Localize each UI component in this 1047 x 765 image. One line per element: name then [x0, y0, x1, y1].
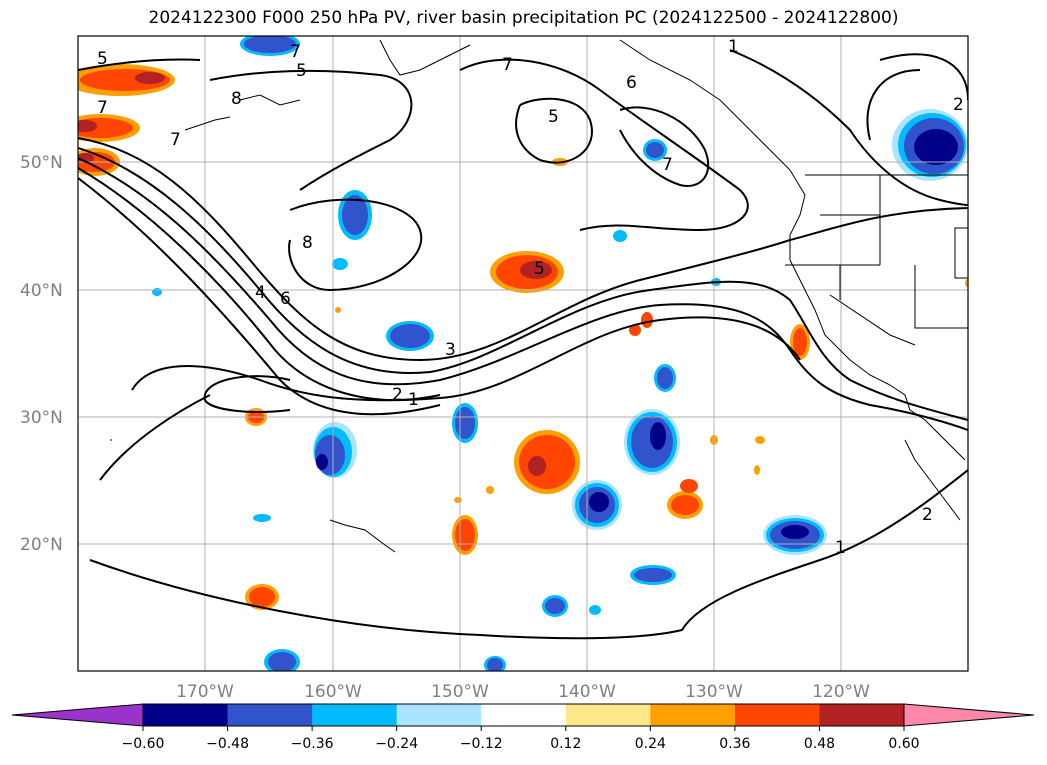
contour-label: 4 — [255, 283, 266, 303]
map-frame — [77, 35, 969, 672]
colorbar-bins — [143, 704, 905, 726]
contour-label: 7 — [502, 55, 513, 75]
longitude-labels: 170°W 160°W 150°W 140°W 130°W 120°W — [176, 682, 870, 702]
colorbar-bin — [312, 704, 398, 726]
contour-label: 5 — [534, 259, 545, 279]
pv-contours — [78, 49, 968, 640]
contour-label: 3 — [445, 340, 456, 360]
colorbar-over-arrow — [903, 703, 1035, 727]
contour-label: 6 — [280, 289, 291, 309]
contour-label: 7 — [662, 155, 673, 175]
lon-label-160w: 160°W — [304, 682, 362, 702]
lat-label-30n: 30°N — [20, 408, 63, 428]
contour-label: 7 — [290, 42, 301, 62]
colorbar-bin — [481, 704, 567, 726]
colorbar-under-arrow — [11, 703, 144, 727]
lon-label-120w: 120°W — [812, 682, 870, 702]
lat-label-50n: 50°N — [20, 153, 63, 173]
map-background — [78, 36, 968, 671]
lat-label-40n: 40°N — [20, 281, 63, 301]
contour-label: 2 — [922, 505, 933, 525]
colorbar-tick-label: 0.60 — [888, 736, 919, 752]
colorbar-bin — [650, 704, 736, 726]
contour-label: 1 — [728, 37, 739, 57]
colorbar-tick-label: −0.12 — [460, 736, 503, 752]
lon-label-140w: 140°W — [558, 682, 616, 702]
contour-label: 6 — [626, 73, 637, 93]
contour-labels: 5 7 7 8 5 7 5 6 7 1 2 8 5 4 6 3 2 1 1 2 … — [97, 37, 964, 558]
colorbar-ticks: −0.60 −0.48 −0.36 −0.24 −0.12 0.12 0.24 0.36 0.4… — [122, 726, 920, 752]
colorbar-tick-label: 0.24 — [635, 736, 666, 752]
contour-label: 2 — [953, 95, 964, 115]
colorbar-bin — [143, 704, 229, 726]
contour-label: 5 — [296, 61, 307, 81]
colorbar-bin — [734, 704, 820, 726]
colorbar: −0.60 −0.48 −0.36 −0.24 −0.12 0.12 0.24 0.36 0.4… — [11, 703, 1035, 752]
colorbar-bin — [396, 704, 482, 726]
contour-label: 7 — [97, 98, 108, 118]
lat-label-20n: 20°N — [20, 535, 63, 555]
colorbar-tick-label: 0.36 — [719, 736, 750, 752]
contour-label: 8 — [231, 89, 242, 109]
colorbar-tick-label: −0.48 — [206, 736, 249, 752]
contour-label: 1 — [408, 390, 419, 410]
map-title: 2024122300 F000 250 hPa PV, river basin … — [148, 8, 899, 28]
colorbar-bin — [565, 704, 651, 726]
colorbar-tick-label: 0.48 — [804, 736, 835, 752]
colorbar-bin — [819, 704, 905, 726]
contour-label: 2 — [392, 385, 403, 405]
lon-label-170w: 170°W — [176, 682, 234, 702]
colorbar-tick-label: 0.12 — [550, 736, 581, 752]
colorbar-bin — [227, 704, 313, 726]
latitude-labels: 50°N 40°N 30°N 20°N — [20, 153, 63, 555]
graticule — [78, 36, 968, 671]
colorbar-tick-label: −0.60 — [122, 736, 165, 752]
contour-label: 5 — [548, 107, 559, 127]
colorbar-tick-label: −0.24 — [375, 736, 418, 752]
contour-label: 5 — [97, 49, 108, 69]
colorbar-frame — [142, 703, 905, 727]
lon-label-130w: 130°W — [685, 682, 743, 702]
contour-label: 7 — [170, 130, 181, 150]
colorbar-tick-label: −0.36 — [291, 736, 334, 752]
contour-label: 8 — [302, 233, 313, 253]
lon-label-150w: 150°W — [431, 682, 489, 702]
contour-label: 1 — [835, 538, 846, 558]
